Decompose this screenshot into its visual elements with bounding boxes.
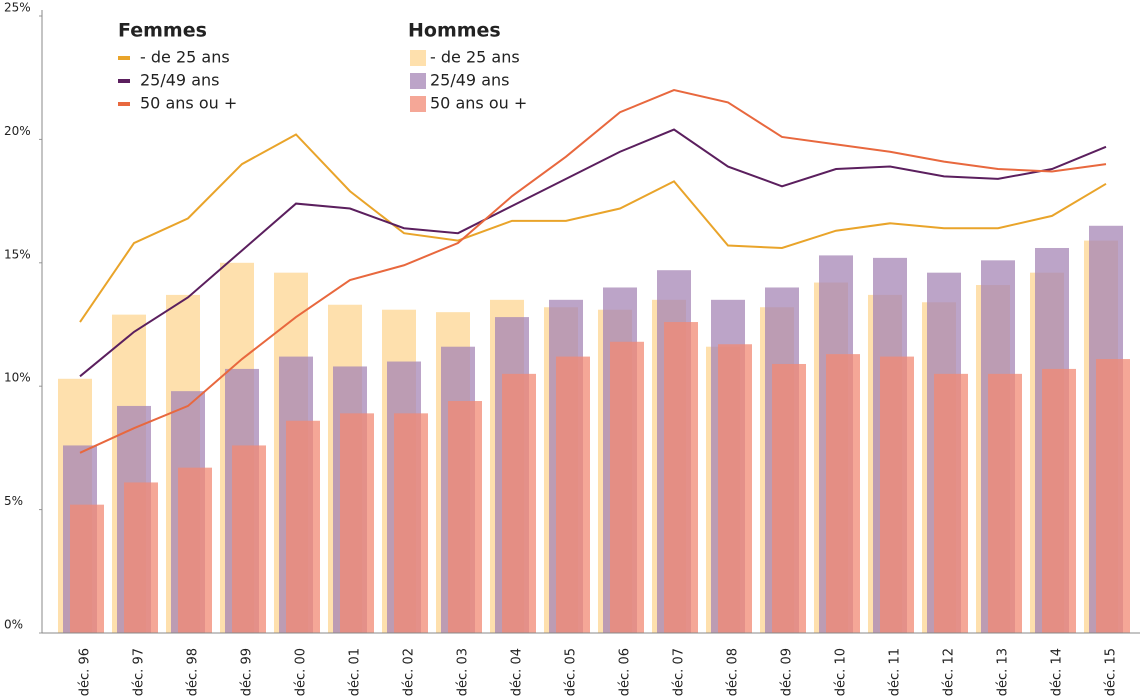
- bar: [394, 413, 428, 633]
- y-tick-label: 25%: [4, 1, 31, 15]
- legend-title: Hommes: [408, 20, 501, 42]
- bar: [826, 354, 860, 633]
- bar: [178, 467, 212, 633]
- bar: [502, 373, 536, 633]
- x-tick-label: déc. 96: [78, 648, 93, 696]
- x-tick-label: déc. 15: [1104, 648, 1119, 696]
- legend-label: - de 25 ans: [140, 48, 230, 67]
- bar: [988, 373, 1022, 633]
- line: [79, 128, 1107, 378]
- bar: [934, 373, 968, 633]
- line: [79, 88, 1107, 454]
- x-tick-label: déc. 03: [456, 648, 471, 696]
- legend-swatch: [118, 56, 130, 60]
- line: [79, 133, 1107, 323]
- x-tick-label: déc. 08: [726, 648, 741, 696]
- y-tick-label: 20%: [4, 124, 31, 138]
- legend-label: 50 ans ou +: [140, 94, 237, 113]
- legend-swatch: [118, 102, 130, 106]
- x-tick-label: déc. 07: [672, 648, 687, 696]
- legend-swatch: [410, 73, 426, 89]
- bar: [610, 341, 644, 633]
- x-tick-label: déc. 10: [834, 648, 849, 696]
- legend-swatch: [410, 96, 426, 112]
- y-tick-label: 5%: [4, 494, 23, 508]
- legend-label: 50 ans ou +: [430, 94, 527, 113]
- bar: [556, 356, 590, 633]
- bar: [286, 420, 320, 633]
- bar: [340, 413, 374, 633]
- y-tick-label: 15%: [4, 247, 31, 261]
- x-tick-label: déc. 06: [618, 648, 633, 696]
- legend-label: - de 25 ans: [430, 48, 520, 67]
- bar: [718, 344, 752, 633]
- x-tick-label: déc. 01: [348, 648, 363, 696]
- x-tick-label: déc. 00: [294, 648, 309, 696]
- legend-swatch: [118, 79, 130, 83]
- y-tick-label: 10%: [4, 371, 31, 385]
- bar: [70, 504, 104, 633]
- legend-title: Femmes: [118, 20, 207, 42]
- bar: [448, 401, 482, 633]
- x-tick-label: déc. 02: [402, 648, 417, 696]
- legend-label: 25/49 ans: [430, 71, 509, 90]
- y-tick-label: 0%: [4, 618, 23, 632]
- bar: [1096, 359, 1130, 633]
- x-tick-label: déc. 99: [240, 648, 255, 696]
- x-tick-label: déc. 04: [510, 648, 525, 696]
- x-tick-label: déc. 05: [564, 648, 579, 696]
- bar: [880, 356, 914, 633]
- bar: [1042, 368, 1076, 633]
- x-tick-label: déc. 09: [780, 648, 795, 696]
- x-tick-label: déc. 12: [942, 648, 957, 696]
- x-tick-label: déc. 13: [996, 648, 1011, 696]
- legend-swatch: [410, 50, 426, 66]
- x-tick-label: déc. 98: [186, 648, 201, 696]
- bar: [232, 445, 266, 633]
- bar: [124, 482, 158, 633]
- bar: [664, 322, 698, 633]
- x-tick-label: déc. 11: [888, 648, 903, 696]
- legend-label: 25/49 ans: [140, 71, 219, 90]
- bar: [772, 363, 806, 633]
- x-tick-label: déc. 97: [132, 648, 147, 696]
- x-tick-label: déc. 14: [1050, 648, 1065, 696]
